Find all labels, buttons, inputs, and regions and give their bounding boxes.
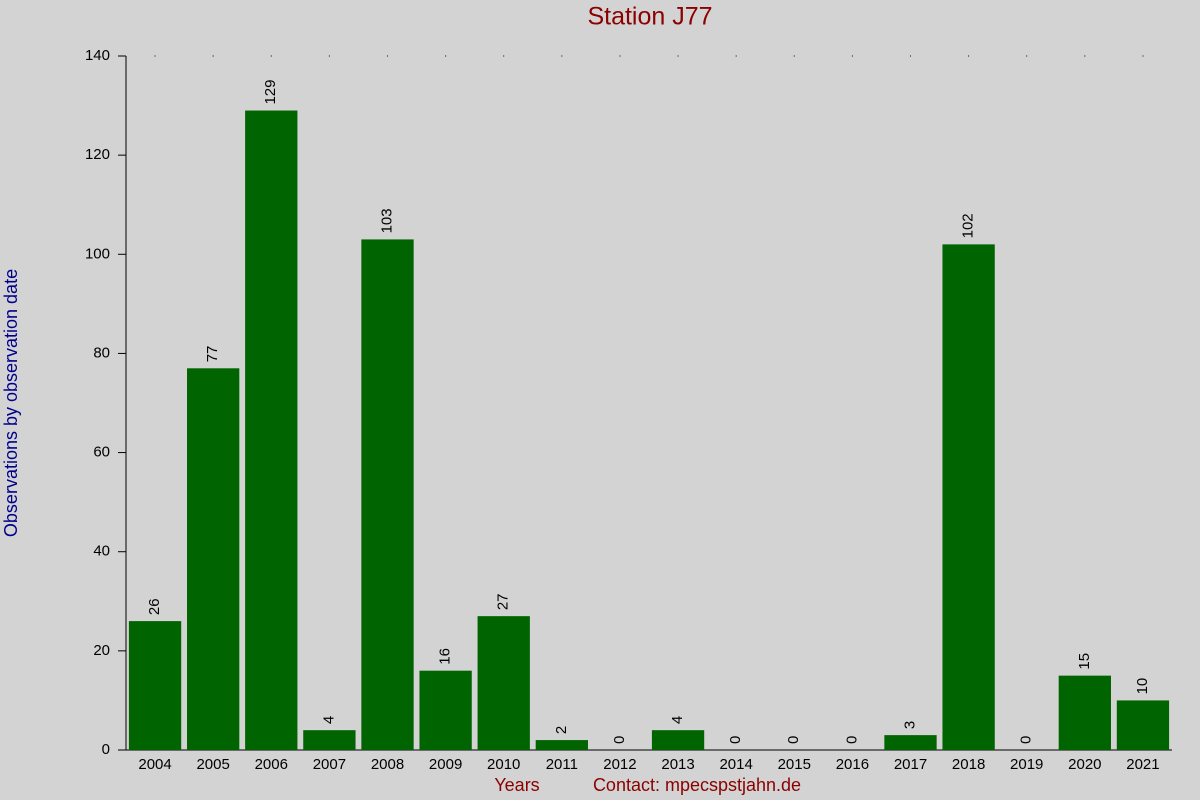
x-tick-label: 2005	[196, 756, 229, 773]
value-label: 0	[785, 736, 802, 744]
bar	[535, 740, 588, 750]
top-dot	[793, 55, 795, 57]
y-tick-label: 0	[102, 741, 110, 758]
value-label: 3	[901, 721, 918, 729]
x-tick-label: 2008	[371, 756, 404, 773]
bar	[651, 730, 705, 750]
value-label: 77	[204, 346, 221, 363]
y-tick-label: 120	[85, 146, 110, 163]
bar	[884, 735, 937, 750]
value-label: 10	[1134, 678, 1151, 695]
top-dot	[445, 55, 447, 57]
x-tick-label: 2019	[1010, 756, 1043, 773]
top-dot	[328, 55, 330, 57]
top-dot	[910, 55, 911, 57]
x-tick-label: 2004	[138, 756, 171, 773]
contact-note: Contact: mpecspstjahn.de	[593, 775, 801, 795]
value-label: 0	[727, 736, 744, 744]
y-tick-label: 60	[93, 444, 110, 461]
value-label: 0	[1018, 736, 1035, 744]
top-dot	[1142, 55, 1144, 57]
value-label: 0	[611, 736, 628, 744]
x-tick-label: 2010	[487, 756, 520, 773]
x-tick-label: 2007	[313, 756, 346, 773]
value-label: 4	[669, 716, 686, 724]
bar	[942, 244, 995, 750]
value-label: 4	[320, 716, 337, 724]
x-tick-label: 2006	[255, 756, 288, 773]
top-dot	[387, 55, 388, 57]
top-dot	[212, 55, 214, 57]
value-label: 26	[146, 598, 163, 615]
top-dot	[1026, 55, 1028, 57]
y-tick-label: 20	[93, 642, 110, 659]
y-axis-label: Observations by observation date	[1, 269, 21, 537]
top-dot	[1084, 55, 1086, 57]
value-label: 102	[960, 213, 977, 238]
value-label: 2	[553, 726, 570, 734]
bar	[1116, 700, 1170, 750]
value-label: 16	[437, 648, 454, 665]
value-label: 15	[1076, 653, 1093, 670]
bar	[419, 670, 472, 750]
x-tick-label: 2017	[894, 756, 927, 773]
top-dot	[619, 55, 621, 57]
value-label: 0	[843, 736, 860, 744]
top-dot	[154, 55, 156, 57]
x-tick-label: 2018	[952, 756, 985, 773]
y-tick-label: 80	[93, 344, 110, 361]
top-dot	[270, 55, 272, 57]
x-tick-label: 2009	[429, 756, 462, 773]
value-label: 103	[378, 208, 395, 233]
y-tick-label: 140	[85, 47, 110, 64]
top-dot	[561, 55, 563, 57]
top-dot	[851, 55, 853, 57]
x-tick-label: 2020	[1068, 756, 1101, 773]
chart-title: Station J77	[587, 3, 712, 31]
top-dot	[735, 55, 737, 57]
bar	[477, 616, 530, 750]
x-tick-label: 2021	[1126, 756, 1159, 773]
bar	[1058, 675, 1111, 750]
bar	[128, 621, 182, 750]
x-tick-label: 2013	[661, 756, 694, 773]
value-label: 27	[495, 593, 512, 610]
top-dot	[503, 55, 505, 57]
y-tick-label: 100	[85, 245, 110, 262]
x-tick-label: 2014	[719, 756, 752, 773]
bar	[303, 730, 356, 750]
value-label: 129	[262, 79, 279, 104]
x-tick-label: 2012	[603, 756, 636, 773]
x-tick-label: 2015	[778, 756, 811, 773]
x-axis-label: Years	[494, 775, 539, 795]
bar	[361, 239, 414, 750]
top-dot	[968, 55, 970, 57]
y-tick-label: 40	[93, 543, 110, 560]
bar	[245, 110, 298, 751]
x-tick-label: 2016	[836, 756, 869, 773]
x-tick-label: 2011	[546, 756, 578, 773]
top-dot	[677, 55, 679, 57]
bar	[187, 368, 240, 750]
